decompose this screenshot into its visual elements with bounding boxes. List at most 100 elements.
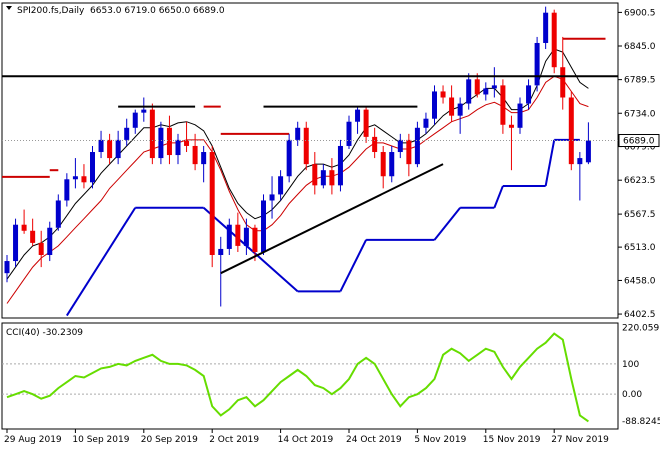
candle-body bbox=[295, 127, 301, 140]
candle-body bbox=[560, 67, 566, 98]
candle-body bbox=[543, 12, 549, 43]
candle-body bbox=[269, 194, 275, 201]
uptrend-line bbox=[220, 163, 444, 275]
candle[interactable] bbox=[218, 236, 224, 307]
candle[interactable] bbox=[491, 67, 497, 98]
candle[interactable] bbox=[107, 133, 113, 165]
candle-body bbox=[209, 152, 215, 255]
support-step bbox=[544, 139, 556, 187]
candle[interactable] bbox=[560, 36, 566, 110]
candle[interactable] bbox=[30, 218, 36, 246]
candle[interactable] bbox=[414, 121, 420, 168]
candle[interactable] bbox=[141, 97, 147, 122]
cci-panel-frame bbox=[1, 322, 619, 430]
candle[interactable] bbox=[585, 122, 591, 165]
candle[interactable] bbox=[466, 73, 472, 110]
candle[interactable] bbox=[551, 9, 557, 74]
candle-body bbox=[440, 91, 446, 98]
candle-body bbox=[226, 224, 232, 249]
candle[interactable] bbox=[175, 133, 181, 165]
candle-body bbox=[243, 227, 249, 246]
candle[interactable] bbox=[47, 221, 53, 262]
candle[interactable] bbox=[235, 212, 241, 252]
date-tick-label: 20 Sep 2019 bbox=[141, 435, 198, 445]
candle[interactable] bbox=[184, 121, 190, 153]
date-tick-label: 15 Nov 2019 bbox=[483, 435, 541, 445]
candle-body bbox=[124, 127, 130, 140]
price-tick-label: 6513.0 bbox=[624, 243, 656, 253]
candle[interactable] bbox=[457, 97, 463, 134]
candle-body bbox=[201, 152, 207, 165]
candle[interactable] bbox=[13, 218, 19, 268]
candle[interactable] bbox=[55, 194, 61, 231]
candle[interactable] bbox=[295, 121, 301, 146]
candle[interactable] bbox=[406, 133, 412, 177]
candle-body bbox=[585, 140, 591, 163]
candle[interactable] bbox=[226, 218, 232, 255]
candle[interactable] bbox=[209, 145, 215, 268]
candle[interactable] bbox=[423, 112, 429, 134]
candle[interactable] bbox=[252, 224, 258, 262]
candle[interactable] bbox=[355, 106, 361, 134]
candle[interactable] bbox=[474, 73, 480, 98]
date-tick-label: 29 Aug 2019 bbox=[4, 435, 62, 445]
candle[interactable] bbox=[4, 255, 10, 283]
candle-body bbox=[55, 200, 61, 228]
candle[interactable] bbox=[132, 109, 138, 134]
date-tick-label: 10 Sep 2019 bbox=[72, 435, 129, 445]
candle[interactable] bbox=[397, 133, 403, 159]
candle[interactable] bbox=[526, 79, 532, 110]
candle[interactable] bbox=[124, 118, 130, 146]
candle[interactable] bbox=[312, 152, 318, 195]
price-tick-label: 6567.5 bbox=[624, 210, 656, 220]
candle[interactable] bbox=[192, 133, 198, 171]
candle[interactable] bbox=[261, 194, 266, 255]
candle[interactable] bbox=[432, 85, 437, 125]
candle[interactable] bbox=[508, 115, 514, 171]
drawn-lines bbox=[2, 75, 618, 275]
candle[interactable] bbox=[149, 103, 155, 165]
candle[interactable] bbox=[389, 145, 395, 183]
date-tick-label: 14 Oct 2019 bbox=[278, 435, 334, 445]
candle[interactable] bbox=[158, 121, 164, 165]
candle[interactable] bbox=[517, 97, 523, 134]
candle[interactable] bbox=[166, 115, 172, 165]
candle[interactable] bbox=[483, 82, 489, 101]
candle[interactable] bbox=[363, 106, 369, 143]
candle[interactable] bbox=[286, 133, 292, 183]
candle[interactable] bbox=[115, 130, 121, 165]
candle[interactable] bbox=[303, 121, 309, 171]
candle[interactable] bbox=[577, 152, 583, 201]
candle-body bbox=[115, 139, 121, 159]
candle[interactable] bbox=[81, 164, 87, 189]
candle[interactable] bbox=[64, 173, 70, 207]
candle[interactable] bbox=[21, 209, 27, 234]
candle[interactable] bbox=[98, 130, 104, 159]
candle[interactable] bbox=[329, 158, 335, 195]
triangle-down-icon[interactable] bbox=[6, 6, 12, 10]
candle[interactable] bbox=[500, 79, 506, 134]
candle[interactable] bbox=[243, 218, 249, 255]
candle[interactable] bbox=[534, 36, 540, 92]
candle[interactable] bbox=[568, 91, 574, 171]
candle[interactable] bbox=[269, 176, 275, 219]
candle[interactable] bbox=[543, 6, 549, 50]
candle[interactable] bbox=[72, 158, 78, 189]
candle[interactable] bbox=[440, 85, 446, 104]
candle[interactable] bbox=[278, 170, 284, 201]
candles[interactable] bbox=[4, 6, 591, 307]
candle-body bbox=[303, 127, 309, 165]
candle[interactable] bbox=[201, 145, 207, 183]
candle[interactable] bbox=[337, 139, 343, 192]
candle-body bbox=[252, 227, 258, 252]
candle[interactable] bbox=[346, 115, 352, 149]
candle[interactable] bbox=[38, 230, 44, 268]
candle[interactable] bbox=[380, 145, 386, 189]
candle[interactable] bbox=[320, 164, 326, 189]
candle[interactable] bbox=[90, 145, 95, 189]
candle[interactable] bbox=[449, 85, 455, 122]
candle[interactable] bbox=[372, 127, 378, 159]
candle-body bbox=[261, 200, 266, 252]
date-tick-label: 24 Oct 2019 bbox=[346, 435, 402, 445]
